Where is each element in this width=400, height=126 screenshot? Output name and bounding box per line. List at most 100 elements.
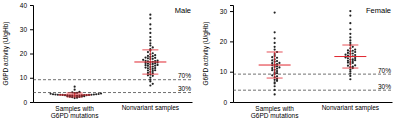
y-tick: 30 (20, 26, 33, 33)
point (149, 44, 151, 46)
point (276, 68, 278, 70)
point (147, 69, 149, 71)
point (274, 37, 276, 39)
point (349, 68, 351, 70)
point (149, 32, 151, 34)
point (354, 51, 356, 53)
point (349, 15, 351, 17)
point (349, 36, 351, 38)
point (90, 94, 92, 96)
y-tick-mark (30, 78, 33, 79)
point (349, 28, 351, 30)
point (98, 93, 100, 95)
point (152, 58, 154, 60)
point (147, 51, 149, 53)
point (352, 65, 354, 67)
y-tick: 10 (20, 74, 33, 81)
point (274, 89, 276, 91)
point (352, 58, 354, 60)
point (349, 33, 351, 35)
point (152, 65, 154, 67)
point (149, 39, 151, 41)
point (152, 55, 154, 57)
x-axis: Samples withG6PD mutations Nonvariant sam… (234, 102, 393, 119)
y-tick-label: 0 (23, 99, 27, 106)
x-tick: Nonvariant samples (122, 102, 180, 112)
point (149, 28, 151, 30)
point (354, 64, 356, 66)
point (271, 62, 273, 64)
point (349, 39, 351, 41)
y-tick-mark (30, 5, 33, 6)
reference-line (33, 79, 192, 80)
point (352, 46, 354, 48)
point (276, 70, 278, 72)
panel: 0102030Samples withG6PD mutationsNonvari… (202, 6, 393, 120)
y-tick-mark (30, 54, 33, 55)
x-tick: Nonvariant samples (322, 102, 380, 112)
x-tick-label: Nonvariant samples (122, 104, 180, 112)
point (154, 69, 156, 71)
y-tick-label: 30 (220, 8, 228, 15)
point (147, 65, 149, 67)
point (347, 57, 349, 59)
point (274, 79, 276, 81)
y-tick-mark (30, 102, 33, 103)
sd-bar (350, 45, 351, 68)
y-tick-label: 30 (20, 26, 28, 33)
point (278, 62, 280, 64)
sd-cap (67, 96, 83, 97)
point (276, 60, 278, 62)
point (147, 72, 149, 74)
y-tick: 0 (223, 99, 233, 106)
point (74, 86, 76, 88)
point (347, 65, 349, 67)
reference-line (233, 74, 392, 75)
point (152, 75, 154, 77)
y-tick-label: 20 (20, 50, 28, 57)
sd-cap (267, 78, 283, 79)
point (354, 54, 356, 56)
reference-label: 70% (178, 72, 191, 79)
y-tick: 20 (220, 38, 233, 45)
x-tick-label: Nonvariant samples (322, 104, 380, 112)
sd-bar (274, 52, 275, 78)
y-tick-mark (230, 11, 233, 12)
point (78, 91, 80, 93)
y-tick-mark (230, 102, 233, 103)
y-tick-label: 10 (20, 74, 28, 81)
point (52, 93, 54, 95)
point (154, 65, 156, 67)
y-axis-line (30, 6, 34, 103)
figure: 010203040Samples withG6PD mutationsNonva… (0, 0, 400, 126)
point (276, 75, 278, 77)
point (95, 93, 97, 95)
point (274, 85, 276, 87)
point (152, 83, 154, 85)
y-tick-label: 20 (220, 38, 228, 45)
x-axis: Samples withG6PD mutationsNonvariant sam… (34, 102, 193, 119)
point (276, 57, 278, 59)
sd-bar (150, 50, 151, 74)
sd-cap (342, 45, 358, 46)
point (349, 42, 351, 44)
point (144, 57, 146, 59)
y-tick: 20 (20, 50, 33, 57)
sd-bar (74, 93, 75, 97)
point (74, 97, 76, 99)
y-tick-mark (30, 29, 33, 30)
y-axis-title: G6PD activity (U/gHb) (202, 22, 210, 86)
reference-line (233, 90, 392, 91)
y-axis: 010203040 (20, 2, 34, 106)
point (152, 46, 154, 48)
reference-label: 30% (378, 83, 391, 90)
point (274, 81, 276, 83)
x-tick-label: Samples withG6PD mutations (251, 105, 299, 119)
y-axis-line (230, 6, 234, 103)
reference-label: 70% (378, 67, 391, 74)
plot-area (233, 10, 392, 96)
point (156, 59, 158, 61)
y-tick: 0 (23, 99, 33, 106)
point (349, 10, 351, 12)
point (142, 59, 144, 61)
